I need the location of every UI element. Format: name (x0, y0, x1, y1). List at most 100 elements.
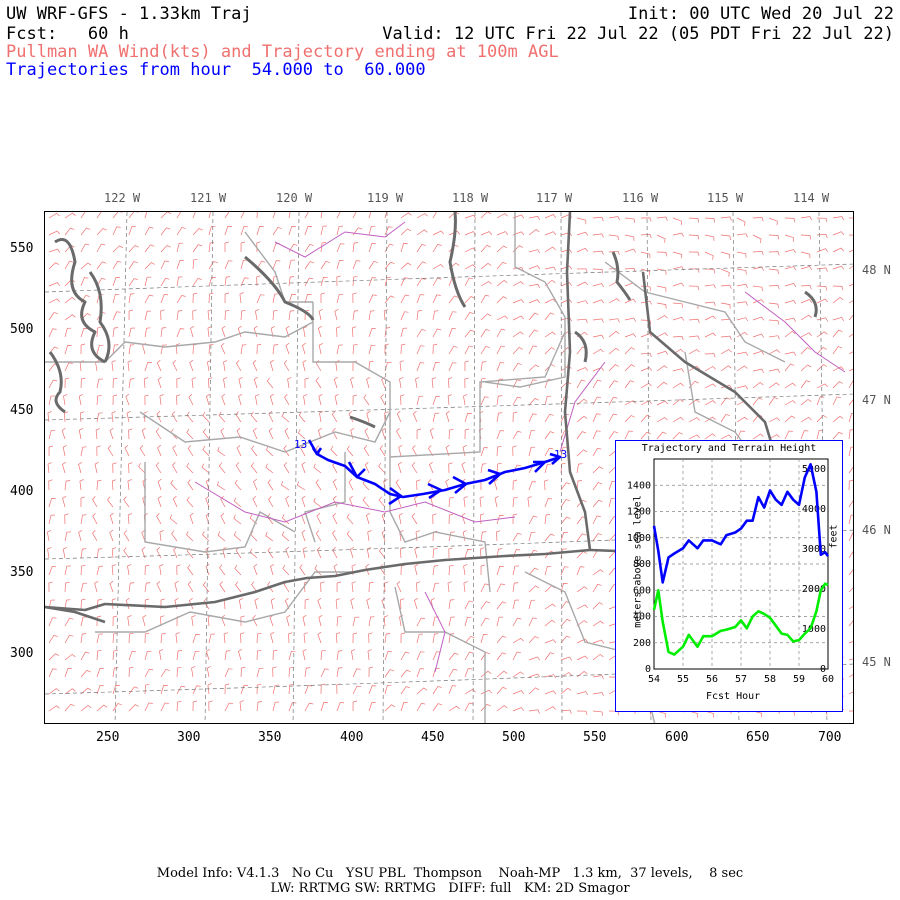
wind-barb (445, 478, 450, 491)
wind-barb (156, 581, 162, 593)
wind-barb (432, 565, 439, 576)
wind-barb (848, 315, 853, 321)
wind-barb (346, 530, 354, 542)
wind-barb (544, 565, 552, 576)
wind-barb (249, 514, 258, 525)
wind-barb (351, 581, 356, 593)
wind-barb (560, 499, 570, 508)
wind-barb (432, 685, 442, 695)
wind-barb (816, 383, 828, 389)
wind-barb (512, 479, 518, 491)
wind-barb (365, 563, 370, 576)
wind-barb (95, 428, 100, 440)
wind-barb (208, 212, 211, 219)
wind-barb (576, 620, 588, 627)
wind-barb (160, 227, 171, 236)
wind-barb (171, 530, 178, 542)
wind-barb (368, 581, 374, 593)
wind-barb (224, 650, 231, 661)
inset-x-tick: 58 (764, 674, 776, 685)
wind-barb (284, 597, 290, 610)
wind-barb (48, 688, 60, 695)
inset-y-tick-m: 600 (633, 585, 651, 596)
x-tick: 550 (583, 730, 607, 745)
wind-barb (496, 635, 507, 644)
model-physics: LW: RRTMG SW: RRTMG DIFF: full KM: 2D Sm… (270, 881, 630, 896)
wind-barb (64, 314, 76, 321)
wind-barb (480, 583, 489, 593)
wind-barb (269, 359, 274, 372)
wind-barb (592, 318, 604, 323)
wind-barb (80, 446, 87, 457)
wind-barb (304, 293, 312, 304)
wind-barb (238, 598, 244, 610)
wind-barb (848, 691, 853, 695)
trajectory-arrow (347, 461, 366, 479)
wind-barb (265, 463, 274, 474)
wind-barb (544, 514, 550, 525)
wind-barb (251, 445, 258, 457)
wind-barb (283, 445, 290, 457)
wind-barb (224, 212, 230, 219)
wind-barb (576, 638, 589, 644)
trajectory-arrow (311, 447, 323, 456)
wind-barb (235, 411, 242, 423)
wind-barb (784, 249, 796, 254)
wind-barb (301, 461, 306, 474)
wind-barb (143, 411, 148, 423)
wind-barb (47, 462, 52, 474)
wind-barb (576, 300, 589, 305)
wind-barb (608, 330, 620, 338)
wind-barb (350, 427, 355, 440)
lon-line (292, 212, 300, 723)
inset-ylabel-right: feet (828, 524, 840, 549)
wind-barb (48, 429, 56, 440)
wind-barb (608, 497, 616, 508)
wind-barb (128, 686, 139, 695)
wind-barb (48, 445, 53, 457)
lake-shore (349, 415, 376, 429)
trajectory-arrow (487, 468, 502, 485)
wind-barb (560, 566, 569, 576)
wind-barb (48, 705, 60, 712)
wind-barb (107, 445, 114, 457)
wind-barb (416, 345, 425, 355)
wind-barb (848, 249, 853, 253)
wind-barb (224, 683, 230, 695)
wind-barb (800, 398, 812, 406)
wind-barb (332, 478, 338, 491)
wind-barb (160, 260, 169, 270)
wind-barb (285, 325, 290, 338)
wind-barb (128, 582, 135, 593)
wind-barb (816, 429, 824, 440)
wind-barb (256, 226, 264, 236)
wind-barb (848, 551, 853, 559)
wind-barb (208, 261, 218, 270)
wind-barb (96, 412, 103, 423)
wind-barb (159, 649, 164, 661)
wind-barb (64, 212, 76, 219)
wind-barb (464, 277, 474, 287)
wind-barb (496, 462, 502, 474)
wind-barb (288, 683, 294, 695)
wind-barb (832, 346, 843, 355)
wind-barb (544, 639, 557, 644)
wind-barb (304, 261, 315, 270)
wind-barb (736, 365, 748, 372)
wind-barb (411, 513, 418, 525)
wind-barb (128, 651, 137, 661)
wind-barb (112, 377, 118, 389)
wind-barb (92, 513, 98, 525)
wind-barb (304, 226, 312, 236)
wind-barb (288, 650, 296, 661)
wind-barb (736, 351, 749, 356)
wind-barb (111, 547, 117, 559)
wind-barb (288, 276, 295, 287)
wind-barb (448, 362, 457, 372)
inset-title: Trajectory and Terrain Height (641, 443, 817, 454)
wind-barb (496, 548, 503, 559)
wind-barb (336, 259, 344, 270)
wind-barb (416, 668, 425, 678)
wind-barb (266, 377, 274, 389)
wind-barb (284, 428, 290, 440)
